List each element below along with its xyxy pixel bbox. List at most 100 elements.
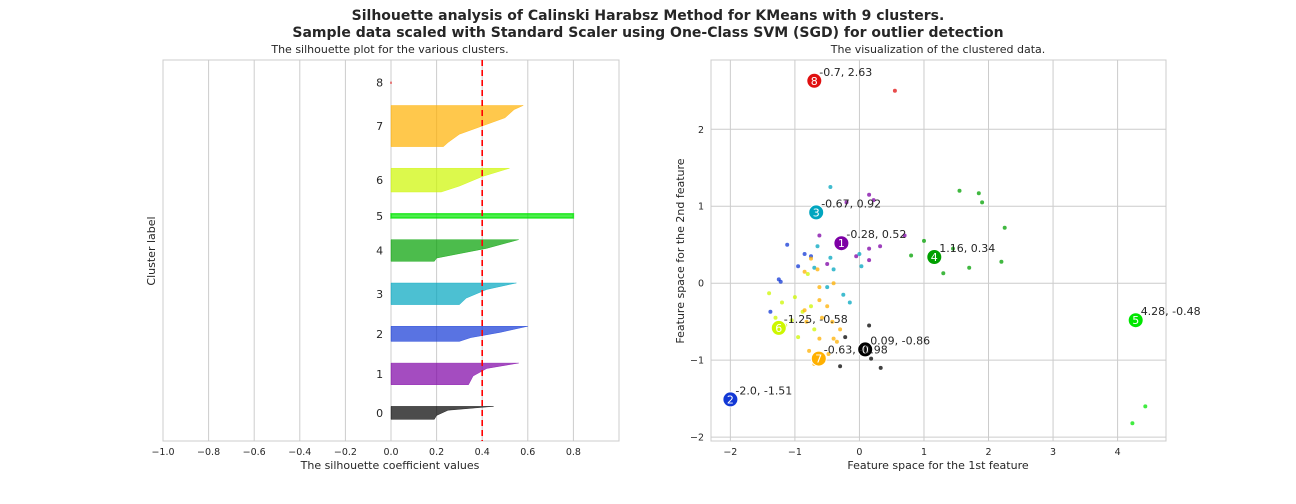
scatter-point-cluster-7: [802, 308, 807, 313]
scatter-y-tick-label: −1: [690, 356, 704, 367]
cluster-center-number-8: 8: [811, 75, 818, 88]
scatter-point-cluster-2: [796, 264, 801, 269]
figure-suptitle-line1: Silhouette analysis of Calinski Harabsz …: [351, 8, 945, 24]
scatter-point-cluster-4: [980, 200, 985, 205]
scatter-point-cluster-4: [957, 188, 962, 193]
scatter-point-cluster-0: [867, 323, 872, 328]
scatter-point-cluster-7: [817, 285, 822, 290]
scatter-point-cluster-0: [878, 365, 883, 370]
scatter-y-tick-label: −2: [690, 433, 704, 444]
silhouette-area-cluster-7: [390, 105, 524, 147]
scatter-x-tick-label: 1: [921, 447, 927, 458]
scatter-point-cluster-2: [768, 309, 773, 314]
scatter-point-cluster-6: [809, 304, 813, 309]
scatter-point-cluster-2: [778, 279, 783, 284]
silhouette-area-cluster-0: [390, 406, 494, 420]
scatter-point-cluster-8: [892, 88, 897, 93]
scatter-point-cluster-6: [792, 295, 797, 300]
silhouette-x-tick-label: −1.0: [151, 447, 174, 458]
scatter-point-cluster-7: [817, 298, 822, 303]
cluster-center-1: [833, 235, 850, 252]
scatter-point-cluster-6: [796, 335, 801, 340]
silhouette-x-tick-label: −0.4: [288, 447, 311, 458]
scatter-point-cluster-7: [826, 352, 831, 356]
silhouette-plot: 0 1 2 3 4 5 6 7 8 −1.0 −0.8 −0.6 −0.4 −0.2 0.0 0.2 0.4 0…: [145, 43, 620, 472]
silhouette-cluster-label-7: 7: [376, 120, 383, 133]
silhouette-area-cluster-4: [390, 239, 519, 262]
cluster-center-number-1: 1: [838, 237, 845, 250]
cluster-center-number-5: 5: [1132, 314, 1139, 327]
scatter-x-tick-label: −2: [723, 447, 737, 458]
cluster-center-label-6: -1.25, -0.58: [784, 313, 848, 326]
cluster-center-5: [1127, 312, 1144, 329]
scatter-point-cluster-1: [854, 254, 859, 259]
silhouette-x-tick-label: −0.6: [243, 447, 266, 458]
scatter-point-cluster-4: [976, 191, 981, 196]
scatter-point-cluster-4: [909, 253, 914, 258]
scatter-point-cluster-6: [805, 272, 810, 276]
scatter-point-cluster-4: [941, 271, 946, 276]
scatter-point-cluster-6: [767, 291, 772, 296]
scatter-point-cluster-3: [812, 265, 817, 270]
silhouette-x-tick-label: 0.8: [566, 447, 581, 458]
scatter-point-cluster-6: [812, 327, 817, 332]
scatter-point-cluster-6: [780, 300, 784, 305]
scatter-point-cluster-5: [1130, 421, 1135, 426]
scatter-grid: [711, 60, 1166, 441]
silhouette-cluster-label-1: 1: [376, 368, 383, 381]
scatter-point-cluster-1: [867, 192, 872, 197]
scatter-tick-labels: −2 −1 0 1 2 3 4 −2 −1 0 1 2: [690, 125, 1121, 458]
silhouette-cluster-label-6: 6: [376, 174, 383, 187]
silhouette-cluster-label-8: 8: [376, 77, 383, 90]
scatter-point-cluster-0: [869, 356, 874, 361]
scatter-point-cluster-4: [967, 265, 972, 270]
scatter-plot-title: The visualization of the clustered data.: [830, 43, 1046, 56]
silhouette-area-cluster-2: [390, 326, 528, 342]
scatter-x-tick-label: 0: [856, 447, 862, 458]
silhouette-cluster-labels: 0 1 2 3 4 5 6 7 8: [376, 77, 383, 420]
scatter-point-cluster-3: [828, 255, 833, 260]
silhouette-x-tick-labels: −1.0 −0.8 −0.6 −0.4 −0.2 0.0 0.2 0.4 0.6 0.8: [151, 447, 580, 458]
scatter-point-cluster-6: [773, 315, 778, 320]
scatter-point-cluster-7: [802, 269, 807, 274]
scatter-point-cluster-7: [825, 304, 830, 309]
scatter-point-cluster-7: [807, 348, 812, 353]
cluster-center-label-1: -0.28, 0.52: [846, 228, 906, 241]
scatter-y-tick-label: 2: [698, 125, 704, 136]
silhouette-x-tick-label: 0.2: [429, 447, 444, 458]
silhouette-x-tick-label: −0.8: [197, 447, 220, 458]
silhouette-x-tick-label: −0.2: [334, 447, 357, 458]
scatter-point-cluster-7: [831, 281, 836, 286]
scatter-point-cluster-3: [815, 244, 820, 249]
silhouette-x-tick-label: 0.4: [475, 447, 490, 458]
scatter-point-cluster-7: [815, 267, 820, 272]
cluster-center-label-8: -0.7, 2.63: [819, 66, 872, 79]
silhouette-cluster-label-3: 3: [376, 288, 383, 301]
cluster-center-7: [810, 350, 827, 367]
cluster-center-label-5: 4.28, -0.48: [1141, 305, 1201, 318]
silhouette-cluster-label-0: 0: [376, 407, 383, 420]
silhouette-plot-title: The silhouette plot for the various clus…: [270, 43, 508, 56]
scatter-point-cluster-7: [820, 315, 824, 320]
scatter-point-cluster-2: [785, 242, 790, 247]
cluster-center-3: [808, 204, 825, 221]
scatter-x-tick-label: −1: [788, 447, 802, 458]
scatter-point-cluster-7: [838, 327, 843, 332]
scatter-point-cluster-7: [834, 339, 839, 344]
scatter-point-cluster-1: [902, 233, 907, 238]
scatter-y-tick-label: 1: [698, 202, 704, 213]
scatter-point-cluster-3: [828, 185, 833, 189]
cluster-scatter-plot: 00.09, -0.861-0.28, 0.522-2.0, -1.513-0.…: [674, 43, 1201, 472]
scatter-point-cluster-7: [831, 336, 836, 341]
scatter-point-cluster-4: [999, 259, 1004, 264]
scatter-point-cluster-7: [804, 319, 809, 324]
cluster-center-2: [722, 391, 739, 408]
cluster-center-label-0: 0.09, -0.86: [870, 334, 930, 347]
scatter-point-cluster-3: [857, 252, 862, 256]
scatter-point-cluster-3: [859, 264, 864, 269]
cluster-center-number-7: 7: [815, 353, 822, 366]
silhouette-x-tick-label: 0.6: [520, 447, 535, 458]
scatter-x-tick-label: 4: [1115, 447, 1121, 458]
silhouette-x-tick-label: 0.0: [383, 447, 398, 458]
scatter-point-cluster-4: [1002, 225, 1007, 230]
